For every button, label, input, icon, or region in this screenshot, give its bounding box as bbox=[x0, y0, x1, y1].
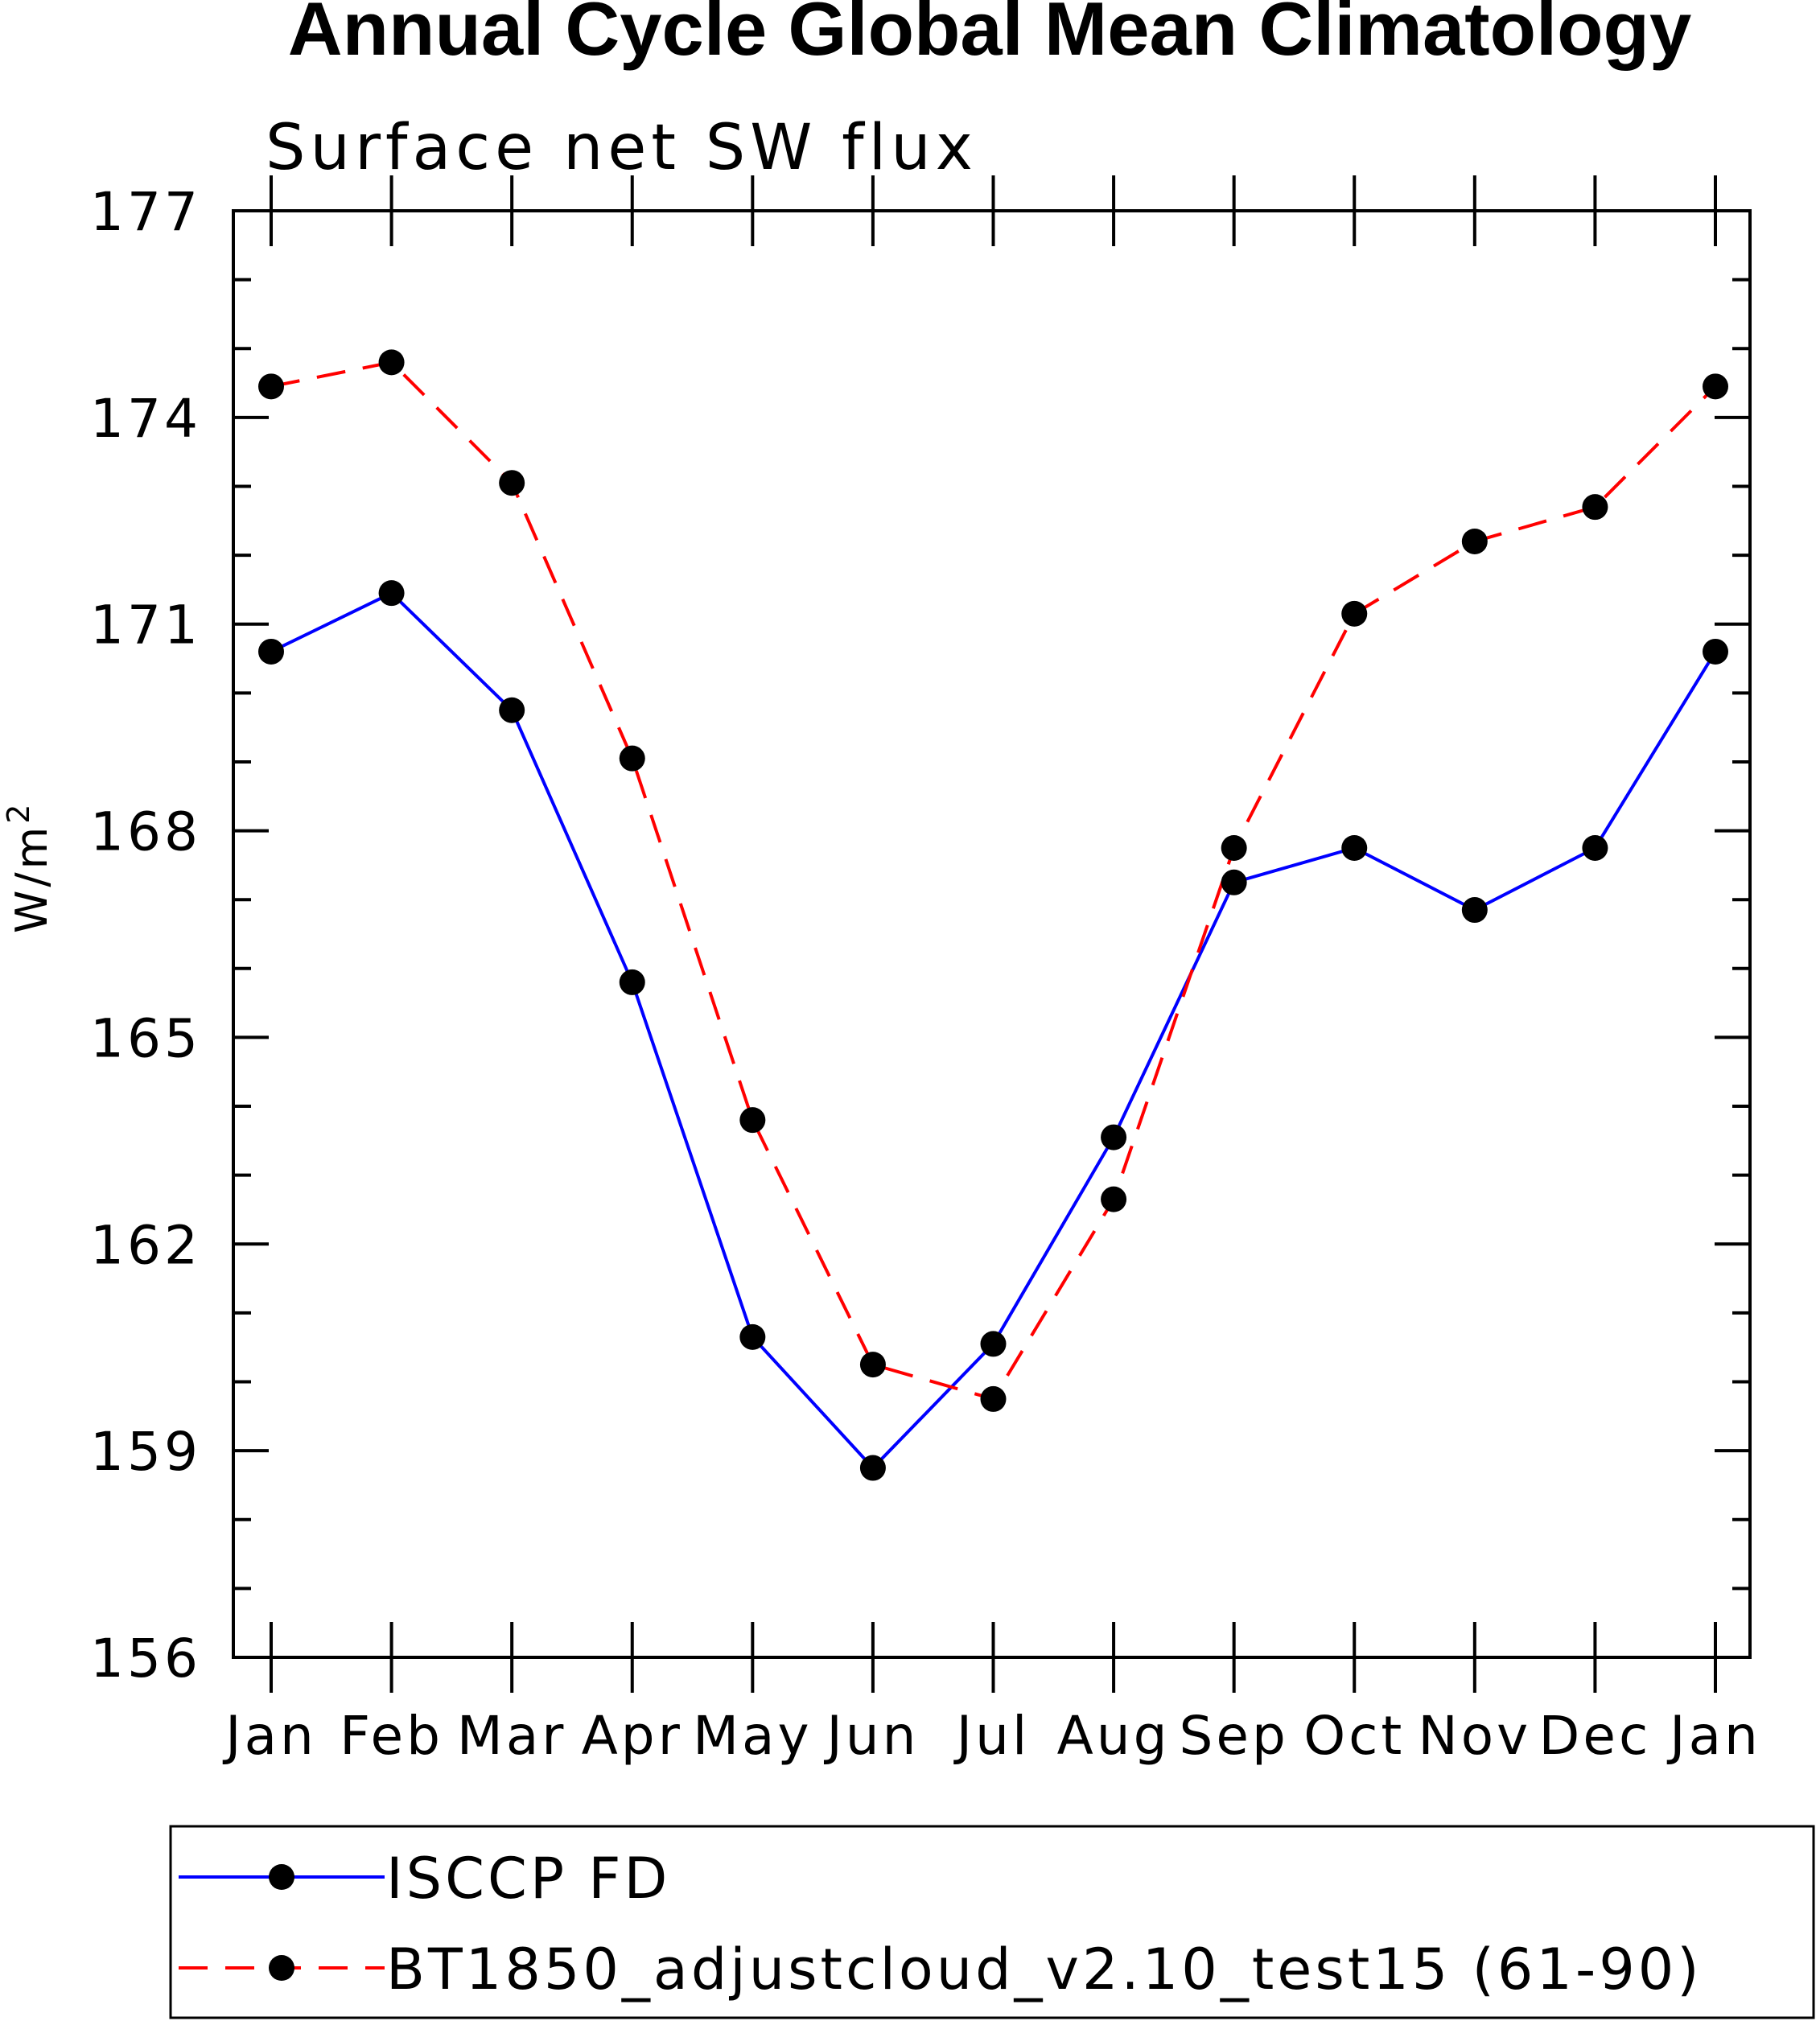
series-1-point bbox=[499, 697, 525, 723]
series-1-point bbox=[859, 1455, 886, 1481]
series-1-point bbox=[1461, 897, 1488, 924]
series-2-point bbox=[859, 1352, 886, 1378]
plot-frame bbox=[232, 209, 1752, 1659]
x-tick-label: Jan bbox=[222, 1705, 317, 1767]
y-axis-label-text: W/m bbox=[6, 824, 57, 933]
x-tick-label: Jun bbox=[823, 1705, 919, 1767]
series-layer bbox=[258, 349, 1728, 1481]
series-1-point bbox=[1582, 834, 1608, 861]
x-tick-label: Feb bbox=[340, 1705, 443, 1767]
x-tick-label: Aug bbox=[1057, 1705, 1171, 1767]
x-tick-label: Dec bbox=[1539, 1705, 1652, 1767]
x-axis-ticks: Jan Feb Mar Apr May Jun Jul Aug Sep Oct Nov Dec Jan bbox=[222, 175, 1761, 1767]
series-line-2 bbox=[270, 360, 1717, 1402]
series-2-point bbox=[258, 373, 284, 400]
series-2-point bbox=[378, 349, 405, 376]
x-tick-label: Jan bbox=[1666, 1705, 1761, 1767]
legend-label-2: BT1850_adjustcloud_v2.10_test15 (61-90) bbox=[386, 1937, 1703, 2002]
x-tick-label: Apr bbox=[582, 1705, 683, 1767]
legend-box bbox=[169, 1825, 1815, 2019]
y-tick-label: 156 bbox=[90, 1628, 201, 1690]
legend-marker-1 bbox=[269, 1864, 294, 1890]
series-1-point bbox=[258, 638, 284, 665]
y-tick-label: 159 bbox=[90, 1421, 201, 1483]
y-axis-label-superscript: 2 bbox=[1, 801, 36, 824]
x-tick-label: Jul bbox=[953, 1705, 1031, 1767]
series-1-point bbox=[1101, 1124, 1127, 1150]
series-2-point bbox=[1341, 600, 1368, 627]
series-1-point bbox=[980, 1331, 1007, 1357]
series-2-point bbox=[499, 470, 525, 496]
series-1-point bbox=[378, 580, 405, 607]
legend-marker-2 bbox=[269, 1955, 294, 1981]
series-1-point bbox=[1341, 834, 1368, 861]
series-2-point bbox=[1703, 373, 1728, 400]
y-axis-label: W/m2 bbox=[1, 801, 57, 933]
series-2-point bbox=[1221, 834, 1247, 861]
legend-entries: ISCCP FD BT1850_adjustcloud_v2.10_test15 … bbox=[179, 1846, 1703, 2002]
x-tick-label: Mar bbox=[457, 1705, 567, 1767]
chart-subtitle: Surface net SW flux bbox=[266, 112, 978, 184]
series-1-point bbox=[739, 1323, 766, 1350]
y-tick-label: 171 bbox=[90, 595, 201, 657]
series-2-point bbox=[1582, 494, 1608, 521]
y-tick-label: 177 bbox=[90, 181, 201, 243]
y-tick-label: 174 bbox=[90, 388, 201, 450]
x-tick-label: May bbox=[693, 1705, 812, 1767]
y-tick-label: 162 bbox=[90, 1214, 201, 1276]
x-tick-label: Sep bbox=[1179, 1705, 1288, 1767]
series-2-point bbox=[980, 1385, 1007, 1412]
series-1-point bbox=[1221, 869, 1247, 895]
x-tick-label: Oct bbox=[1303, 1705, 1405, 1767]
series-2-point bbox=[739, 1107, 766, 1134]
series-2-point bbox=[1461, 528, 1488, 554]
series-2-point bbox=[619, 745, 645, 772]
series-1-point bbox=[619, 969, 645, 995]
y-tick-label: 168 bbox=[90, 801, 201, 863]
chart-title: Annual Cycle Global Mean Climatology bbox=[288, 0, 1692, 71]
series-1-point bbox=[1703, 638, 1728, 665]
legend: ISCCP FD BT1850_adjustcloud_v2.10_test15 … bbox=[169, 1825, 1815, 2019]
y-tick-label: 165 bbox=[90, 1007, 201, 1069]
y-axis-ticks: 156 159 162 165 168 171 174 177 bbox=[90, 181, 1750, 1690]
series-2-point bbox=[1101, 1186, 1127, 1212]
x-tick-label: Nov bbox=[1418, 1705, 1531, 1767]
legend-label-1: ISCCP FD bbox=[386, 1846, 670, 1912]
